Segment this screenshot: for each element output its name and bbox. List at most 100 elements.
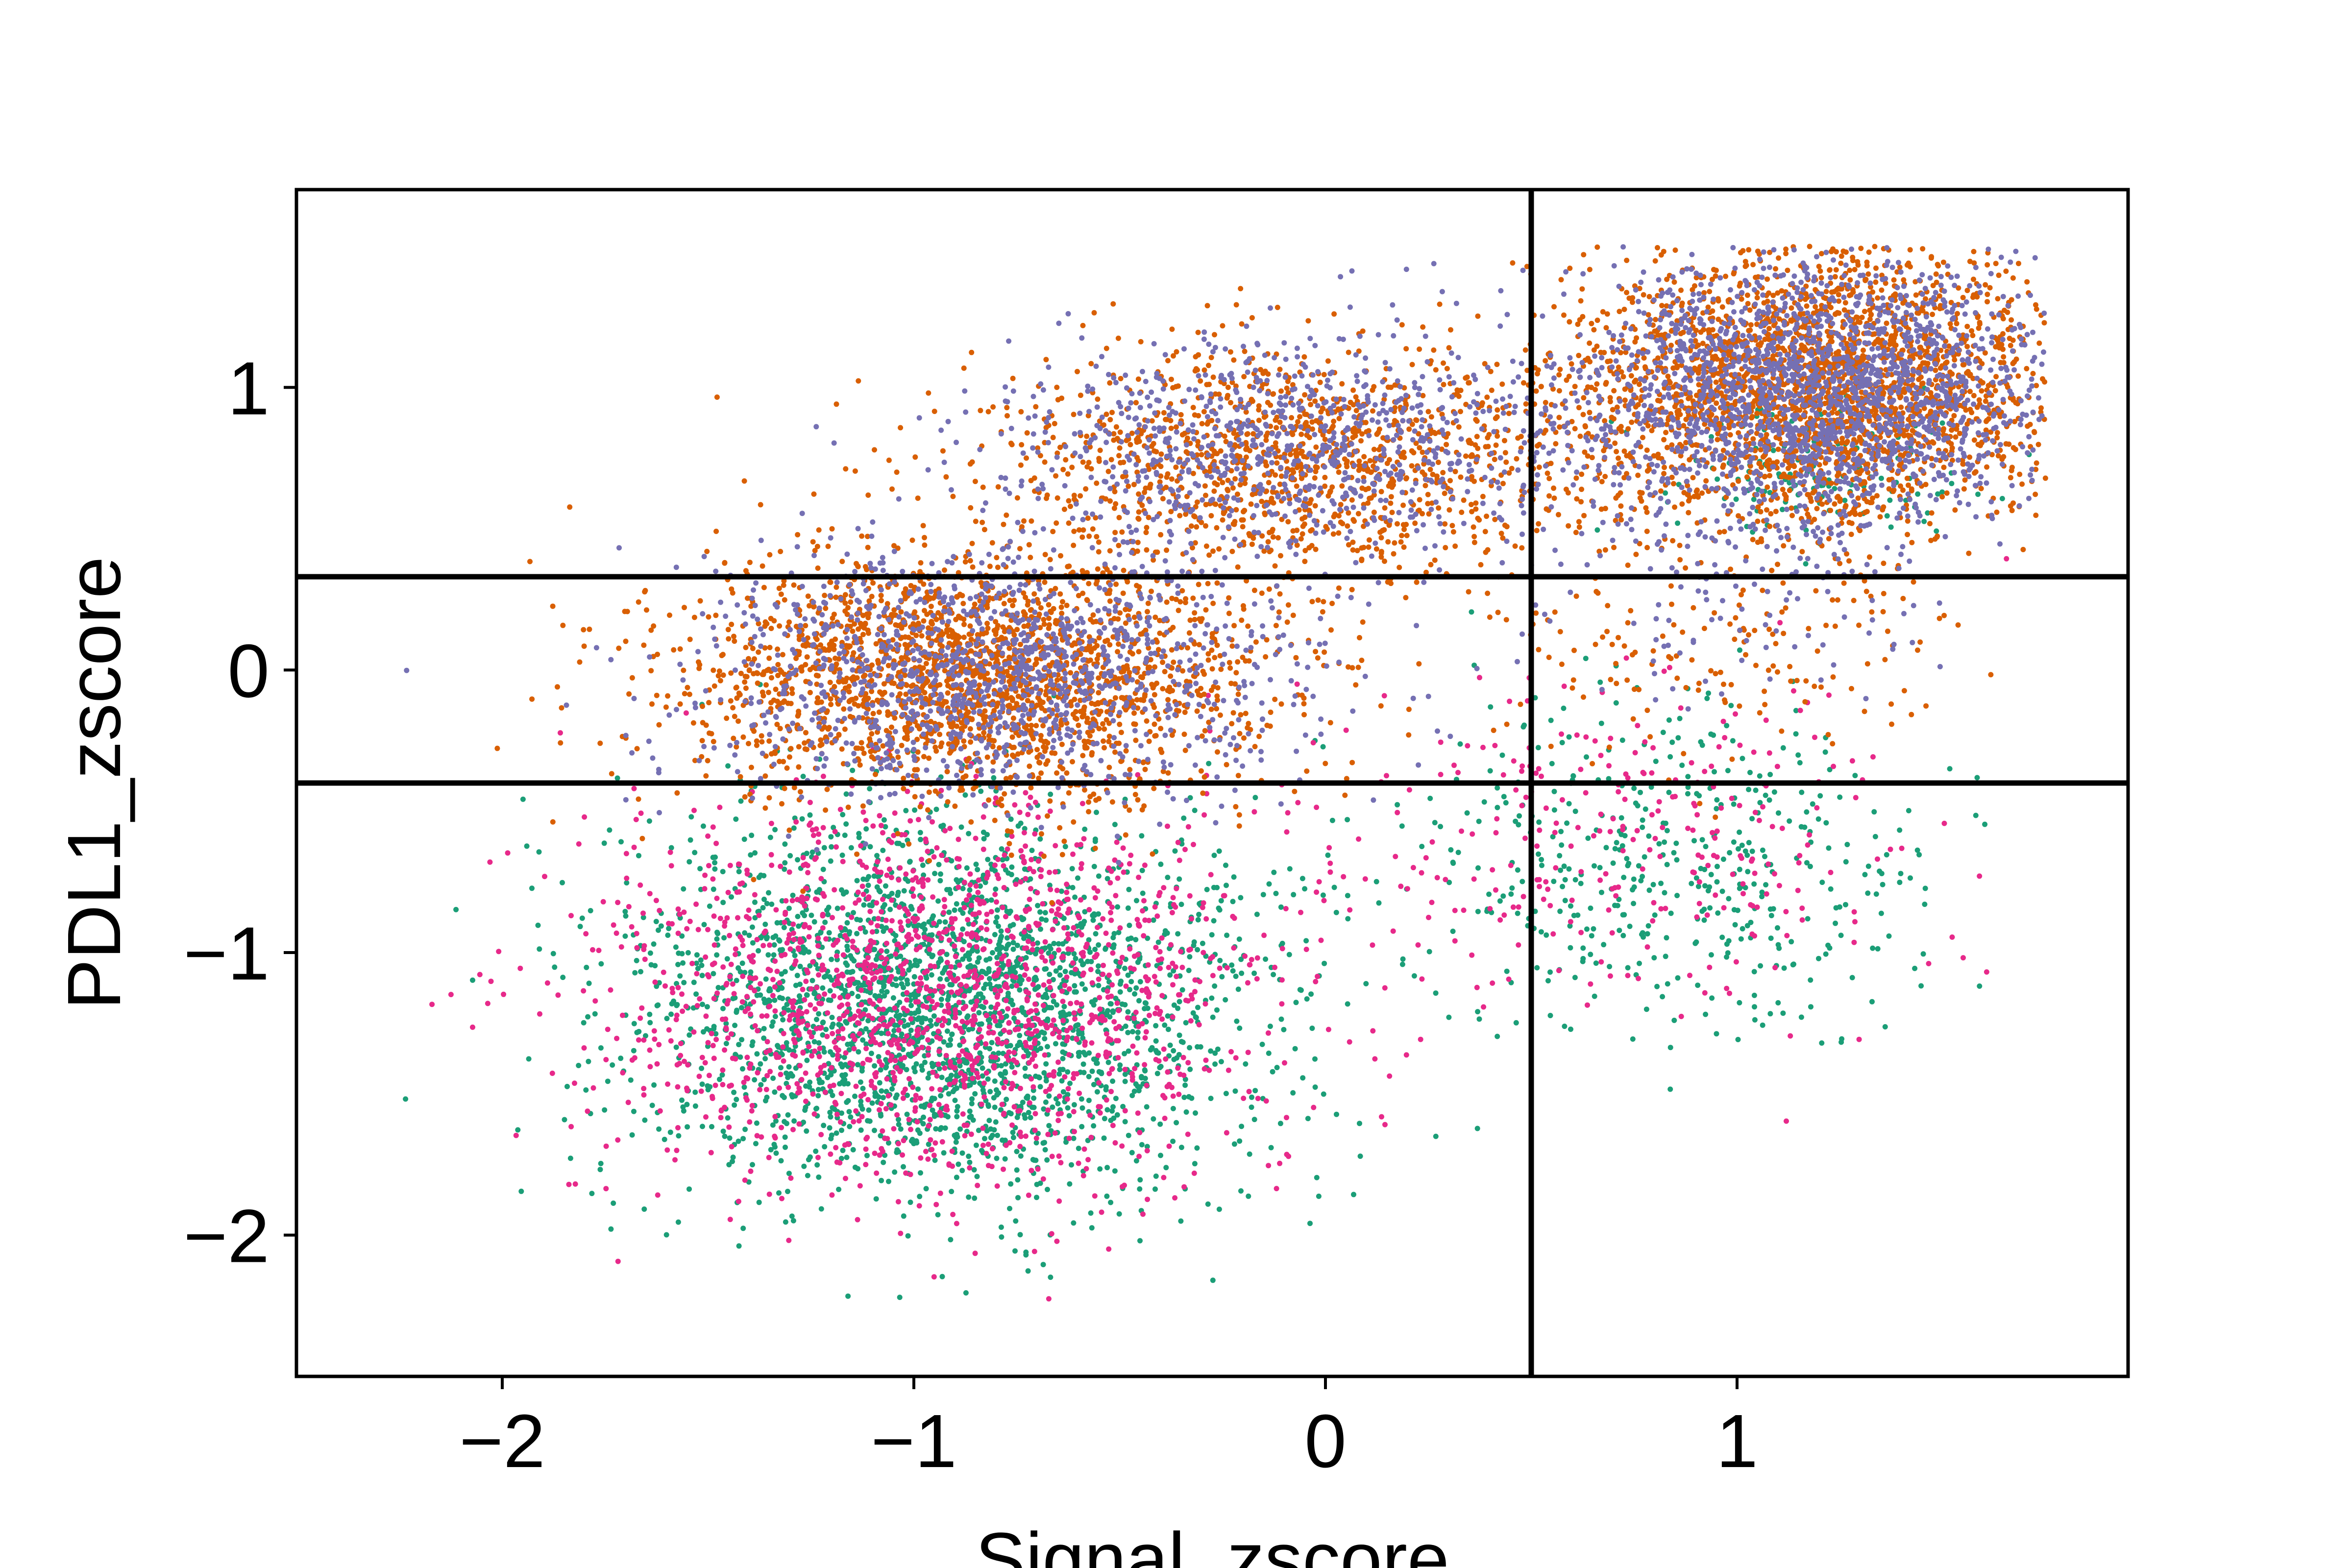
scatter-point xyxy=(984,918,990,924)
scatter-point xyxy=(773,1150,779,1156)
scatter-point xyxy=(858,1079,863,1085)
scatter-point xyxy=(937,1190,943,1196)
scatter-point xyxy=(725,1115,731,1121)
scatter-point xyxy=(994,872,1000,878)
scatter-point xyxy=(579,915,585,921)
scatter-point xyxy=(886,1178,891,1184)
scatter-point xyxy=(966,952,972,957)
scatter-point xyxy=(900,1095,906,1101)
scatter-point xyxy=(736,869,742,875)
scatter-point xyxy=(1715,863,1720,869)
scatter-point xyxy=(1666,717,1672,723)
scatter-point xyxy=(1698,739,1704,745)
scatter-point xyxy=(687,837,693,843)
scatter-point xyxy=(1021,1009,1027,1015)
scatter-point xyxy=(1126,886,1132,892)
scatter-point xyxy=(1487,768,1493,774)
scatter-point xyxy=(583,1087,589,1093)
scatter-point xyxy=(782,1005,787,1011)
scatter-point xyxy=(816,1001,822,1006)
scatter-point xyxy=(1018,820,1024,826)
scatter-point xyxy=(611,1200,616,1206)
scatter-point xyxy=(1110,1123,1116,1128)
scatter-point xyxy=(1693,939,1699,945)
scatter-point xyxy=(1884,852,1889,858)
scatter-point xyxy=(1746,786,1752,792)
scatter-point xyxy=(749,833,755,838)
scatter-point xyxy=(1095,969,1101,975)
scatter-point xyxy=(1180,1054,1186,1060)
scatter-point xyxy=(1076,1146,1081,1152)
scatter-point xyxy=(908,904,914,909)
scatter-point xyxy=(1029,947,1035,953)
scatter-point xyxy=(794,897,800,903)
scatter-point xyxy=(1024,945,1029,951)
scatter-point xyxy=(901,1164,906,1170)
scatter-point xyxy=(1103,1084,1109,1090)
scatter-point xyxy=(911,974,917,980)
scatter-point xyxy=(1245,980,1250,986)
scatter-point xyxy=(727,932,733,938)
scatter-point xyxy=(875,916,881,922)
scatter-point xyxy=(863,1026,869,1032)
scatter-point xyxy=(732,1102,737,1108)
scatter-point xyxy=(717,805,723,810)
scatter-point xyxy=(1214,1007,1220,1013)
scatter-point xyxy=(1654,983,1660,989)
scatter-point xyxy=(918,1170,923,1176)
scatter-point xyxy=(1139,1021,1145,1027)
scatter-point xyxy=(1282,1060,1287,1066)
scatter-point xyxy=(971,1006,976,1012)
scatter-point xyxy=(1185,824,1191,830)
scatter-point xyxy=(637,882,643,888)
scatter-point xyxy=(1558,867,1564,873)
scatter-point xyxy=(903,876,908,882)
scatter-point xyxy=(699,1065,705,1071)
scatter-point xyxy=(1135,1029,1141,1035)
scatter-point xyxy=(638,810,644,816)
scatter-point xyxy=(908,936,914,942)
scatter-point xyxy=(1216,848,1222,854)
scatter-point xyxy=(981,985,987,991)
scatter-point xyxy=(978,925,984,931)
scatter-point xyxy=(668,1038,674,1044)
scatter-point xyxy=(1041,1070,1047,1076)
scatter-point xyxy=(1557,853,1563,858)
scatter-point xyxy=(800,774,806,779)
scatter-point xyxy=(883,883,888,889)
scatter-point xyxy=(1594,527,1600,533)
scatter-point xyxy=(1224,1130,1229,1136)
scatter-point xyxy=(854,931,860,936)
scatter-point xyxy=(994,907,1000,913)
scatter-point xyxy=(780,1044,786,1050)
scatter-point xyxy=(590,1085,596,1091)
scatter-point xyxy=(671,998,677,1004)
scatter-point xyxy=(931,1113,937,1119)
scatter-point xyxy=(1032,831,1038,837)
scatter-point xyxy=(524,843,530,849)
scatter-point xyxy=(978,788,984,794)
scatter-point xyxy=(1560,883,1566,889)
scatter-point xyxy=(847,929,853,935)
scatter-point xyxy=(820,925,826,931)
scatter-point xyxy=(1010,946,1016,952)
scatter-point xyxy=(1083,944,1089,950)
scatter-point xyxy=(1051,993,1056,999)
scatter-point xyxy=(921,921,927,927)
scatter-point xyxy=(846,1109,852,1115)
scatter-point xyxy=(829,1192,835,1198)
scatter-point xyxy=(1450,859,1456,865)
scatter-point xyxy=(1171,1056,1177,1062)
scatter-point xyxy=(948,1237,954,1243)
scatter-point xyxy=(974,1070,980,1076)
scatter-point xyxy=(1018,879,1024,885)
scatter-point xyxy=(897,865,903,871)
scatter-point xyxy=(1051,1069,1057,1075)
scatter-point xyxy=(1031,1104,1037,1110)
scatter-point xyxy=(869,970,875,976)
scatter-point xyxy=(1674,893,1680,899)
scatter-point xyxy=(934,845,940,851)
scatter-point xyxy=(1122,1071,1128,1077)
scatter-point xyxy=(1027,906,1032,912)
scatter-point xyxy=(756,948,761,954)
